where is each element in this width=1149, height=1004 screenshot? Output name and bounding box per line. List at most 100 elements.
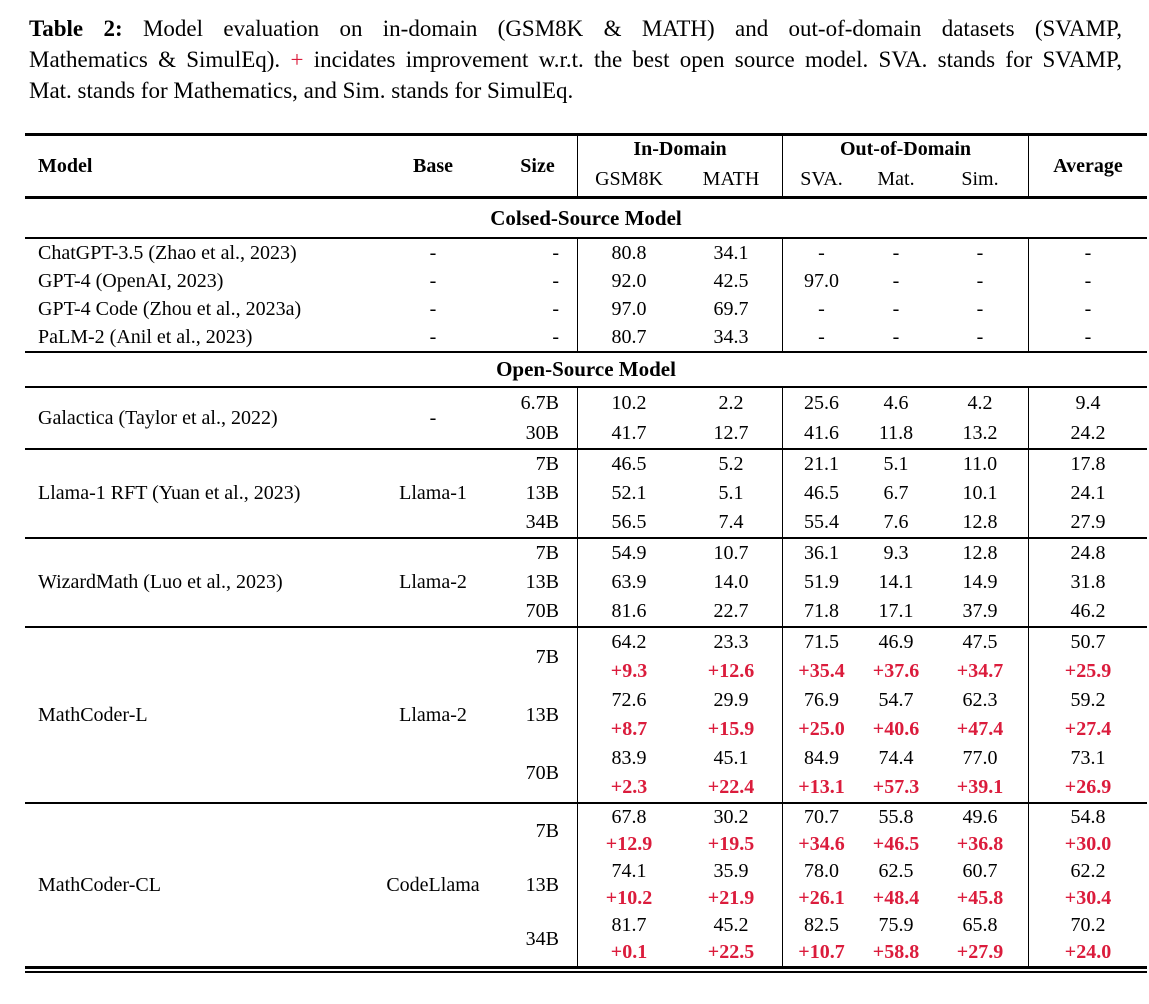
score-cell: 17.8 xyxy=(1028,450,1147,479)
score-cell: 46.2 xyxy=(1028,597,1147,626)
size-cell: 6.7B xyxy=(520,391,559,414)
score-cell: 10.7 xyxy=(713,542,749,564)
base-cell: Llama-2 xyxy=(399,703,467,726)
score-cell: 10.2 xyxy=(577,388,680,418)
improvement-cell: +37.6 xyxy=(872,660,920,682)
score-cell: 78.0 xyxy=(782,858,860,885)
score-cell: 14.9 xyxy=(962,571,998,593)
score-cell: 69.7 xyxy=(713,297,749,320)
score-cell: - xyxy=(976,241,984,264)
col-header-gsm8k: GSM8K xyxy=(577,162,680,196)
improvement-cell: +25.0 xyxy=(782,715,860,744)
col-header-average: Average xyxy=(1028,136,1147,196)
size-cell: 30B xyxy=(525,421,559,444)
table-header-row: Model Base Size In-Domain Out-of-Domain … xyxy=(25,136,1147,196)
model-name-cell: PaLM-2 (Anil et al., 2023) xyxy=(38,325,253,348)
base-cell: - xyxy=(429,241,437,264)
col-header-mat: Mat. xyxy=(877,167,915,190)
score-cell: 46.5 xyxy=(782,479,860,508)
score-cell: 54.7 xyxy=(878,689,914,711)
score-cell: 12.7 xyxy=(713,421,749,444)
score-cell: 81.6 xyxy=(577,597,680,626)
score-cell: 24.1 xyxy=(1028,479,1147,508)
model-name-cell: WizardMath (Luo et al., 2023) xyxy=(38,571,283,593)
score-cell: - xyxy=(976,269,984,292)
size-cell: 34B xyxy=(525,927,559,950)
score-cell: - xyxy=(1028,323,1147,351)
improvement-cell: +12.6 xyxy=(707,660,755,682)
score-cell: - xyxy=(782,323,860,351)
score-cell: 70.2 xyxy=(1028,912,1147,939)
size-cell: 70B xyxy=(525,600,559,622)
base-cell: Llama-1 xyxy=(399,482,467,504)
score-cell: 2.2 xyxy=(718,391,744,414)
score-cell: 12.8 xyxy=(962,511,998,533)
improvement-cell: +12.9 xyxy=(577,831,680,858)
score-cell: 84.9 xyxy=(782,744,860,773)
score-cell: 14.0 xyxy=(713,571,749,593)
score-cell: 71.5 xyxy=(782,628,860,657)
improvement-cell: +34.7 xyxy=(956,660,1004,682)
caption-text-1: Model evaluation on in-domain (GSM8K & M… xyxy=(122,16,1123,41)
improvement-cell: +35.4 xyxy=(782,657,860,686)
score-cell: 97.0 xyxy=(577,295,680,323)
score-cell: 31.8 xyxy=(1028,568,1147,597)
score-cell: 45.1 xyxy=(713,747,749,769)
base-cell: Llama-2 xyxy=(399,571,467,593)
score-cell: 9.4 xyxy=(1028,388,1147,418)
size-cell: 7B xyxy=(535,453,559,475)
table-top-rule xyxy=(25,133,1147,136)
score-cell: 65.8 xyxy=(962,914,998,936)
table-block: MathCoder-CL CodeLlama 7B 67.8 30.2 70.7 55.8 4… xyxy=(25,804,1147,966)
score-cell: 23.3 xyxy=(713,631,749,653)
score-cell: - xyxy=(1028,267,1147,295)
score-cell: 17.1 xyxy=(878,600,914,622)
score-cell: 25.6 xyxy=(782,388,860,418)
caption-label: Table 2: xyxy=(29,16,123,41)
model-name-cell: GPT-4 Code (Zhou et al., 2023a) xyxy=(38,297,302,320)
score-cell: 34.1 xyxy=(713,241,749,264)
score-cell: 45.2 xyxy=(713,914,749,936)
improvement-cell: +58.8 xyxy=(872,941,920,963)
improvement-cell: +27.9 xyxy=(956,941,1004,963)
score-cell: 24.2 xyxy=(1028,418,1147,448)
score-cell: - xyxy=(1028,295,1147,323)
model-name-cell: Llama-1 RFT (Yuan et al., 2023) xyxy=(38,482,301,504)
improvement-cell: +26.9 xyxy=(1028,773,1147,802)
horizontal-rule xyxy=(25,386,1147,388)
size-cell: - xyxy=(552,297,559,320)
base-cell: CodeLlama xyxy=(386,873,480,896)
horizontal-rule xyxy=(25,537,1147,539)
score-cell: 92.0 xyxy=(577,267,680,295)
base-cell: - xyxy=(429,269,437,292)
horizontal-rule xyxy=(25,237,1147,239)
model-name-cell: MathCoder-L xyxy=(38,703,148,726)
score-cell: 74.4 xyxy=(878,747,914,769)
score-cell: 10.1 xyxy=(962,482,998,504)
score-cell: 64.2 xyxy=(577,628,680,657)
model-name-cell: GPT-4 (OpenAI, 2023) xyxy=(38,269,224,292)
size-cell: 70B xyxy=(525,761,559,784)
table-caption: Table 2: Model evaluation on in-domain (… xyxy=(29,13,1122,106)
improvement-cell: +2.3 xyxy=(577,773,680,802)
horizontal-rule xyxy=(25,802,1147,804)
score-cell: 11.8 xyxy=(878,421,914,444)
caption-line-2: Mathematics & SimulEq). + incidates impr… xyxy=(29,44,1122,75)
score-cell: 72.6 xyxy=(577,686,680,715)
score-cell: - xyxy=(892,241,900,264)
score-cell: 49.6 xyxy=(962,806,998,828)
score-cell: 5.1 xyxy=(883,453,909,475)
score-cell: 81.7 xyxy=(577,912,680,939)
improvement-cell: +45.8 xyxy=(956,887,1004,909)
size-cell: 13B xyxy=(525,482,559,504)
score-cell: 7.6 xyxy=(883,511,909,533)
base-cell: - xyxy=(429,297,437,320)
horizontal-rule xyxy=(25,351,1147,353)
size-cell: 7B xyxy=(535,542,559,564)
score-cell: - xyxy=(782,239,860,267)
score-cell: 35.9 xyxy=(713,860,749,882)
score-cell: 46.9 xyxy=(878,631,914,653)
score-cell: - xyxy=(976,297,984,320)
improvement-cell: +9.3 xyxy=(577,657,680,686)
improvement-cell: +40.6 xyxy=(872,718,920,740)
